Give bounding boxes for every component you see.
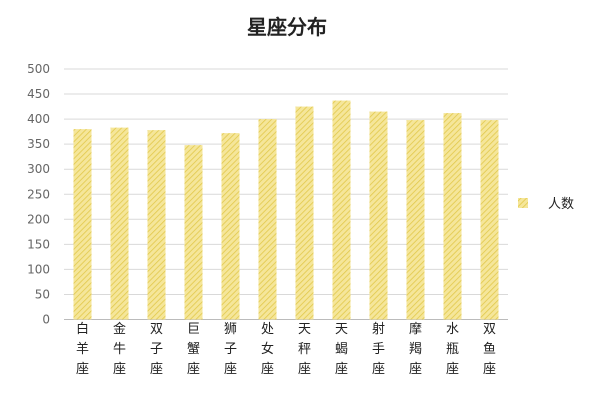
x-tick-char: 摩	[409, 321, 422, 337]
x-tick-char: 羊	[76, 341, 89, 357]
bar	[73, 129, 92, 320]
bar	[147, 130, 166, 320]
x-tick-char: 子	[224, 342, 237, 357]
x-tick-char: 座	[446, 362, 459, 377]
x-tick-label: 摩羯座	[409, 321, 422, 377]
x-tick-char: 瓶	[446, 342, 459, 357]
legend: 人数	[518, 197, 574, 212]
x-tick-label: 天蝎座	[335, 322, 348, 377]
x-tick-char: 手	[372, 342, 385, 357]
y-tick-label: 100	[27, 262, 50, 276]
x-tick-char: 座	[298, 362, 311, 377]
x-tick-char: 座	[261, 362, 274, 377]
x-tick-label: 巨蟹座	[187, 322, 200, 377]
y-tick-label: 200	[27, 212, 50, 226]
x-tick-char: 双	[483, 322, 496, 337]
x-tick-char: 狮	[224, 322, 237, 337]
x-tick-label: 射手座	[372, 321, 385, 377]
x-tick-char: 白	[76, 321, 89, 337]
x-tick-char: 座	[150, 362, 163, 377]
x-tick-label: 白羊座	[76, 321, 89, 377]
bar	[406, 120, 425, 320]
bar	[258, 119, 277, 320]
x-tick-char: 座	[113, 362, 126, 377]
y-tick-label: 50	[35, 287, 50, 301]
y-tick-label: 500	[27, 62, 50, 76]
x-tick-label: 处女座	[261, 322, 274, 377]
x-tick-char: 座	[187, 362, 200, 377]
x-tick-char: 蝎	[335, 342, 348, 357]
x-tick-char: 座	[483, 362, 496, 377]
bar	[369, 111, 388, 320]
x-tick-char: 女	[261, 341, 274, 357]
chart-title: 星座分布	[247, 15, 327, 39]
x-tick-label: 金牛座	[113, 321, 126, 377]
x-tick-label: 双子座	[150, 322, 163, 377]
x-tick-char: 座	[372, 362, 385, 377]
bar	[480, 120, 499, 320]
y-tick-label: 0	[42, 313, 50, 327]
x-tick-char: 天	[335, 322, 348, 337]
x-tick-label: 双鱼座	[483, 322, 496, 377]
bar	[332, 100, 351, 320]
x-tick-char: 射	[372, 321, 385, 337]
x-tick-char: 座	[224, 362, 237, 377]
x-tick-char: 水	[446, 322, 459, 337]
x-tick-char: 座	[409, 362, 422, 377]
x-tick-char: 鱼	[483, 341, 496, 357]
x-tick-label: 天秤座	[298, 322, 311, 377]
y-tick-label: 450	[27, 87, 50, 101]
x-tick-char: 子	[150, 342, 163, 357]
y-tick-label: 300	[27, 162, 50, 176]
bar	[295, 106, 314, 320]
y-tick-label: 400	[27, 112, 50, 126]
x-tick-char: 秤	[298, 342, 311, 357]
x-tick-char: 座	[335, 362, 348, 377]
x-tick-label: 狮子座	[224, 322, 237, 377]
legend-label: 人数	[548, 197, 574, 212]
y-tick-label: 250	[27, 187, 50, 201]
x-tick-label: 水瓶座	[446, 322, 459, 377]
x-tick-char: 羯	[409, 342, 422, 357]
x-tick-char: 处	[261, 322, 274, 337]
bar	[184, 145, 203, 320]
y-tick-label: 350	[27, 137, 50, 151]
x-tick-char: 牛	[113, 342, 126, 357]
bar	[443, 113, 462, 320]
x-tick-char: 巨	[187, 322, 200, 337]
bar	[110, 127, 129, 320]
x-tick-char: 金	[113, 321, 126, 337]
bar	[221, 133, 240, 320]
x-tick-char: 座	[76, 362, 89, 377]
y-tick-label: 150	[27, 237, 50, 251]
x-tick-char: 天	[298, 322, 311, 337]
x-tick-char: 双	[150, 322, 163, 337]
x-tick-char: 蟹	[187, 342, 200, 357]
legend-swatch	[518, 198, 528, 208]
